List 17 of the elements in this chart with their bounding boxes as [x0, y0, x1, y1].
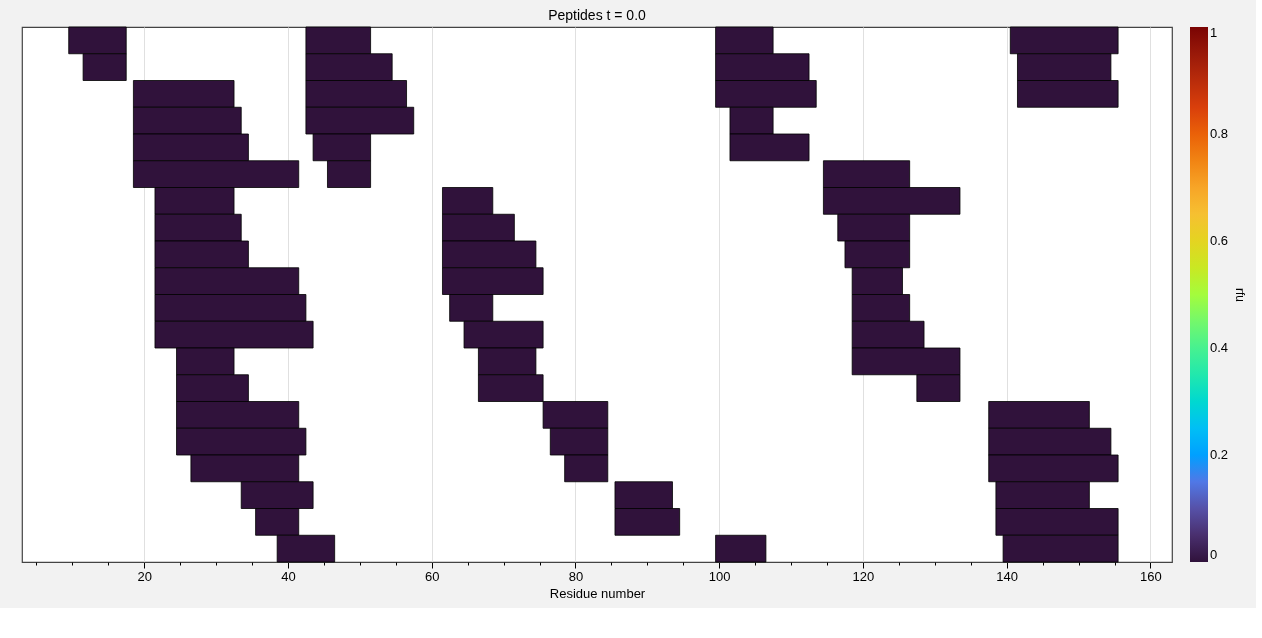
x-tick-label: 80 — [568, 568, 584, 584]
color-bar-title: rfu — [1233, 287, 1247, 303]
color-bar-label: 0.6 — [1210, 233, 1229, 248]
color-bar-label: 0.2 — [1210, 447, 1229, 462]
chart-title: Peptides t = 0.0 — [548, 6, 647, 23]
x-tick-label: 120 — [852, 568, 875, 584]
x-tick-label: 140 — [996, 568, 1019, 584]
color-bar-label: 0 — [1210, 547, 1218, 562]
x-tick-label: 100 — [708, 568, 731, 584]
x-axis-title: Residue number — [549, 585, 646, 601]
x-tick-label: 20 — [137, 568, 152, 584]
x-tick-label: 160 — [1140, 568, 1162, 584]
color-bar-label: 0.8 — [1210, 126, 1229, 141]
color-bar-label: 0.4 — [1210, 340, 1229, 355]
x-tick-label: 60 — [424, 568, 440, 584]
color-bar-label: 1 — [1210, 25, 1218, 40]
x-tick-label: 40 — [281, 568, 296, 584]
